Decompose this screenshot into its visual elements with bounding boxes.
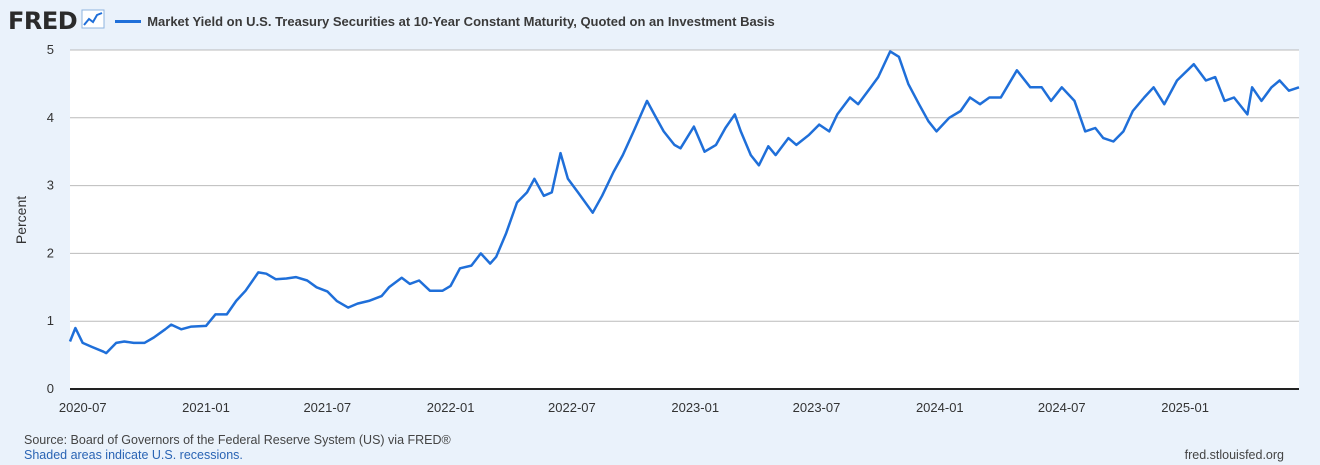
legend: Market Yield on U.S. Treasury Securities… (115, 14, 775, 29)
series-line-dgs10[interactable] (68, 50, 1300, 355)
x-tick-label: 2021-01 (182, 400, 230, 415)
source-note: Source: Board of Governors of the Federa… (24, 433, 451, 447)
footer-source-block: Source: Board of Governors of the Federa… (24, 433, 451, 463)
x-tick-label: 2024-07 (1038, 400, 1086, 415)
x-tick-labels: 2020-07 2021-01 2021-07 2022-01 2022-07 2023-… (59, 400, 1209, 415)
y-tick-label: 0 (47, 381, 54, 396)
x-tick-label: 2023-07 (793, 400, 841, 415)
y-axis-title: Percent (13, 196, 29, 244)
chart-header: FRED Market Yield on U.S. Treasury Secur… (8, 6, 775, 36)
x-tick-label: 2024-01 (916, 400, 964, 415)
legend-label: Market Yield on U.S. Treasury Securities… (147, 13, 775, 29)
plot-area (70, 50, 1299, 389)
x-tick-label: 2025-01 (1161, 400, 1209, 415)
y-tick-label: 1 (47, 313, 54, 328)
x-tick-label: 2021-07 (303, 400, 351, 415)
y-tick-label: 4 (47, 110, 54, 125)
fred-logo[interactable]: FRED (8, 7, 78, 35)
y-tick-label: 5 (47, 42, 54, 57)
gridlines (70, 49, 1299, 322)
x-tick-label: 2022-01 (427, 400, 475, 415)
x-tick-label: 2023-01 (671, 400, 719, 415)
y-tick-label: 2 (47, 245, 54, 260)
trend-chart-icon (81, 9, 105, 34)
site-link[interactable]: fred.stlouisfed.org (1184, 448, 1284, 462)
legend-swatch (115, 19, 142, 23)
y-tick-label: 3 (47, 178, 54, 193)
x-tick-label: 2020-07 (59, 400, 107, 415)
y-tick-labels: 0 1 2 3 4 5 (47, 42, 54, 396)
recession-note[interactable]: Shaded areas indicate U.S. recessions. (24, 448, 243, 462)
x-tick-label: 2022-07 (548, 400, 596, 415)
